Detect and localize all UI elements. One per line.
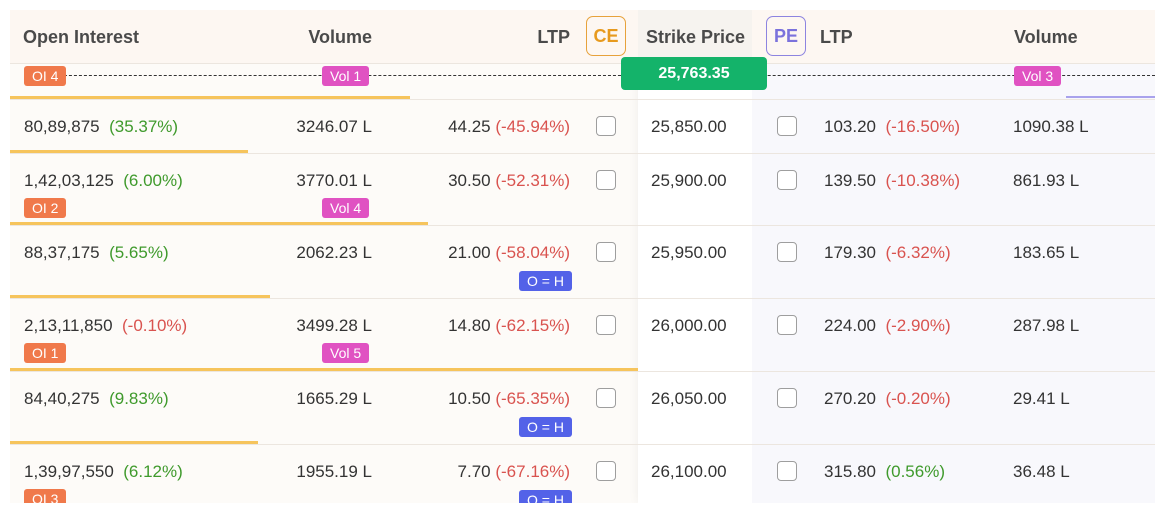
pe-volume: 1090.38 L bbox=[1013, 117, 1089, 136]
ce-ltp: 30.50 (-52.31%) bbox=[448, 171, 570, 190]
oi-bar bbox=[10, 150, 248, 153]
puts-side-background bbox=[752, 10, 1155, 503]
ce-volume: 3499.28 L bbox=[296, 316, 372, 335]
volume-rank-badge: Vol 5 bbox=[322, 343, 370, 363]
strike-price: 25,900.00 bbox=[651, 171, 727, 190]
pe-oi-bar bbox=[1066, 96, 1155, 98]
table-row[interactable]: 84,40,275 (9.83%) 1665.29 L 10.50 (-65.3… bbox=[10, 372, 1155, 445]
table-row[interactable]: 2,13,11,850 (-0.10%) OI 1 3499.28 L Vol … bbox=[10, 299, 1155, 372]
oi-bar bbox=[10, 295, 270, 298]
pe-ltp: 224.00 (-2.90%) bbox=[824, 316, 951, 335]
strike-column-background bbox=[638, 10, 752, 503]
spot-price-line bbox=[24, 75, 1155, 76]
open-equals-high-badge: O = H bbox=[519, 417, 572, 437]
open-equals-high-badge: O = H bbox=[519, 490, 572, 503]
ce-ltp: 10.50 (-65.35%) bbox=[448, 389, 570, 408]
header-pe-ltp[interactable]: LTP bbox=[820, 27, 853, 47]
ce-select-checkbox[interactable] bbox=[596, 116, 616, 136]
oi-rank-badge: OI 2 bbox=[24, 198, 67, 218]
volume-rank-badge: Vol 1 bbox=[322, 66, 370, 86]
oi-bar bbox=[10, 441, 258, 444]
ce-ltp: 7.70 (-67.16%) bbox=[457, 462, 570, 481]
strike-header-background bbox=[638, 10, 752, 64]
header-open-interest[interactable]: Open Interest bbox=[23, 27, 140, 47]
oi-rank-badge: OI 3 bbox=[24, 489, 67, 503]
ce-open-interest: 84,40,275 (9.83%) bbox=[24, 389, 169, 408]
ce-volume: 3770.01 L bbox=[296, 171, 372, 190]
open-equals-high-badge: O = H bbox=[519, 271, 572, 291]
pe-volume-rank-badge: Vol 3 bbox=[1014, 66, 1062, 86]
ce-volume: 3246.07 L bbox=[296, 117, 372, 136]
ce-select-checkbox[interactable] bbox=[596, 170, 616, 190]
ce-ltp: 44.25 (-45.94%) bbox=[448, 117, 570, 136]
pe-volume: 36.48 L bbox=[1013, 462, 1070, 481]
strike-price: 26,050.00 bbox=[651, 389, 727, 408]
oi-rank-badge: OI 1 bbox=[24, 343, 67, 363]
strike-price: 25,850.00 bbox=[651, 117, 727, 136]
strike-price: 26,100.00 bbox=[651, 462, 727, 481]
ce-ltp: 21.00 (-58.04%) bbox=[448, 243, 570, 262]
strike-price: 26,000.00 bbox=[651, 316, 727, 335]
table-row[interactable]: 80,89,875 (35.37%) 3246.07 L 44.25 (-45.… bbox=[10, 100, 1155, 154]
ce-open-interest: 1,42,03,125 (6.00%) bbox=[24, 171, 183, 190]
volume-rank-badge: Vol 4 bbox=[322, 198, 370, 218]
pe-ltp: 179.30 (-6.32%) bbox=[824, 243, 951, 262]
oi-rank-badge: OI 4 bbox=[24, 66, 67, 86]
table-row[interactable]: 88,37,175 (5.65%) 2062.23 L 21.00 (-58.0… bbox=[10, 226, 1155, 299]
pe-ltp: 139.50 (-10.38%) bbox=[824, 171, 961, 190]
oi-bar bbox=[10, 222, 428, 225]
strike-price: 25,950.00 bbox=[651, 243, 727, 262]
pe-toggle-button[interactable]: PE bbox=[766, 16, 806, 56]
header-volume[interactable]: Volume bbox=[308, 27, 372, 47]
spot-price-row: OI 4 Vol 1 Vol 3 bbox=[10, 64, 1155, 100]
oi-bar bbox=[10, 96, 410, 99]
header-ce-ltp[interactable]: LTP bbox=[537, 27, 570, 47]
pe-select-checkbox[interactable] bbox=[777, 388, 797, 408]
ce-open-interest: 88,37,175 (5.65%) bbox=[24, 243, 169, 262]
pe-select-checkbox[interactable] bbox=[777, 242, 797, 262]
ce-select-checkbox[interactable] bbox=[596, 388, 616, 408]
spot-price-badge: 25,763.35 bbox=[621, 57, 767, 90]
ce-volume: 1665.29 L bbox=[296, 389, 372, 408]
option-chain-table: Open Interest Volume LTP CE Strike Price… bbox=[10, 10, 1155, 503]
pe-ltp: 270.20 (-0.20%) bbox=[824, 389, 951, 408]
ce-select-checkbox[interactable] bbox=[596, 461, 616, 481]
ce-open-interest: 80,89,875 (35.37%) bbox=[24, 117, 179, 136]
pe-select-checkbox[interactable] bbox=[777, 315, 797, 335]
pe-volume: 29.41 L bbox=[1013, 389, 1070, 408]
pe-volume: 183.65 L bbox=[1013, 243, 1080, 262]
oi-bar bbox=[10, 368, 638, 371]
ce-ltp: 14.80 (-62.15%) bbox=[448, 316, 570, 335]
pe-select-checkbox[interactable] bbox=[777, 461, 797, 481]
ce-select-checkbox[interactable] bbox=[596, 242, 616, 262]
table-row[interactable]: 1,42,03,125 (6.00%) OI 2 3770.01 L Vol 4… bbox=[10, 154, 1155, 226]
pe-volume: 287.98 L bbox=[1013, 316, 1080, 335]
ce-select-checkbox[interactable] bbox=[596, 315, 616, 335]
pe-select-checkbox[interactable] bbox=[777, 116, 797, 136]
ce-open-interest: 1,39,97,550 (6.12%) bbox=[24, 462, 183, 481]
pe-ltp: 315.80 (0.56%) bbox=[824, 462, 945, 481]
ce-toggle-button[interactable]: CE bbox=[586, 16, 626, 56]
header-strike-price: Strike Price bbox=[646, 27, 746, 47]
pe-ltp: 103.20 (-16.50%) bbox=[824, 117, 961, 136]
header-pe-volume[interactable]: Volume bbox=[1014, 27, 1078, 47]
ce-open-interest: 2,13,11,850 (-0.10%) bbox=[24, 316, 188, 335]
ce-volume: 1955.19 L bbox=[296, 462, 372, 481]
table-row[interactable]: 1,39,97,550 (6.12%) OI 3 1955.19 L 7.70 … bbox=[10, 445, 1155, 503]
pe-select-checkbox[interactable] bbox=[777, 170, 797, 190]
pe-volume: 861.93 L bbox=[1013, 171, 1080, 190]
table-header: Open Interest Volume LTP CE Strike Price… bbox=[10, 10, 1155, 64]
ce-volume: 2062.23 L bbox=[296, 243, 372, 262]
